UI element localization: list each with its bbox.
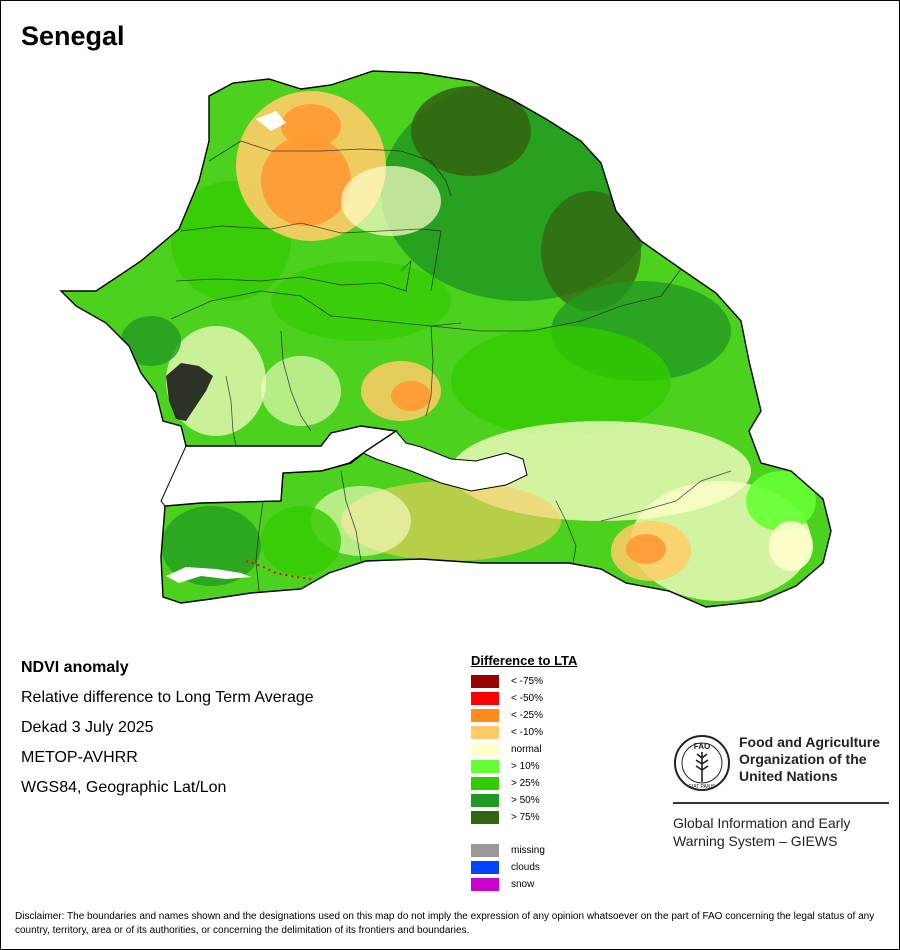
legend-item: < -75% bbox=[471, 674, 577, 691]
legend-swatch bbox=[471, 726, 499, 739]
legend-label: > 25% bbox=[511, 778, 540, 789]
anomaly-zone bbox=[281, 104, 341, 148]
sine-saloum-delta bbox=[166, 363, 213, 421]
org-name-line: Food and Agriculture bbox=[739, 734, 881, 750]
product-projection: WGS84, Geographic Lat/Lon bbox=[21, 779, 227, 796]
legend-label: < -10% bbox=[511, 727, 543, 738]
anomaly-zone bbox=[261, 356, 341, 426]
fao-emblem-icon: FAO FIAT PANIS bbox=[674, 735, 730, 791]
product-sensor: METOP-AVHRR bbox=[21, 749, 138, 766]
legend-item: > 75% bbox=[471, 810, 577, 827]
legend-label: < -25% bbox=[511, 710, 543, 721]
legend-item: > 50% bbox=[471, 793, 577, 810]
legend-item: snow bbox=[471, 877, 577, 894]
legend-label: > 50% bbox=[511, 795, 540, 806]
product-name: NDVI anomaly bbox=[21, 659, 129, 676]
legend-item: < -50% bbox=[471, 691, 577, 708]
anomaly-zone bbox=[451, 326, 671, 436]
emblem-top-text: FAO bbox=[694, 742, 710, 751]
anomaly-zone bbox=[161, 506, 261, 586]
legend-swatch bbox=[471, 760, 499, 773]
anomaly-zone bbox=[769, 521, 813, 571]
legend-label: < -75% bbox=[511, 676, 543, 687]
legend-swatch bbox=[471, 794, 499, 807]
legend-label: missing bbox=[511, 845, 545, 856]
emblem-bottom-text: FIAT PANIS bbox=[689, 784, 716, 790]
legend-swatch bbox=[471, 861, 499, 874]
legend-swatch bbox=[471, 878, 499, 891]
river-mouth bbox=[256, 111, 286, 131]
legend-label: > 75% bbox=[511, 812, 540, 823]
legend-label: snow bbox=[511, 879, 535, 890]
system-name: Global Information and Early Warning Sys… bbox=[673, 814, 893, 850]
ndvi-map bbox=[59, 70, 832, 608]
anomaly-zone bbox=[411, 86, 531, 176]
legend-label: > 10% bbox=[511, 761, 540, 772]
product-description: Relative difference to Long Term Average bbox=[21, 689, 314, 706]
org-name-line: Organization of the bbox=[739, 751, 867, 767]
legend-item: < -10% bbox=[471, 725, 577, 742]
map-info: NDVI anomaly Relative difference to Long… bbox=[21, 657, 314, 807]
country-outline bbox=[59, 70, 832, 608]
map-legend: Difference to LTA < -75% < -50% < -25% < -1… bbox=[471, 653, 577, 894]
anomaly-zone bbox=[261, 506, 341, 576]
legend-swatch bbox=[471, 844, 499, 857]
casamance-river bbox=[166, 567, 251, 583]
legend-item: < -25% bbox=[471, 708, 577, 725]
org-name: Food and Agriculture Organization of the… bbox=[739, 734, 899, 785]
system-name-line: Global Information and Early bbox=[673, 815, 851, 831]
org-name-line: United Nations bbox=[739, 768, 838, 784]
legend-label: normal bbox=[511, 744, 542, 755]
anomaly-zone bbox=[626, 534, 666, 564]
legend-swatch bbox=[471, 777, 499, 790]
legend-label: clouds bbox=[511, 862, 540, 873]
legend-swatch bbox=[471, 675, 499, 688]
anomaly-zone bbox=[271, 261, 451, 341]
anomaly-zone bbox=[341, 166, 441, 236]
admin-boundaries bbox=[170, 140, 732, 592]
legend-item: missing bbox=[471, 843, 577, 860]
disclaimer: Disclaimer: The boundaries and names sho… bbox=[15, 911, 875, 936]
legend-item: clouds bbox=[471, 860, 577, 877]
anomaly-zone bbox=[391, 381, 431, 411]
anomaly-zone bbox=[261, 136, 351, 226]
legend-title: Difference to LTA bbox=[471, 653, 578, 668]
legend-swatch bbox=[471, 811, 499, 824]
anomaly-zone bbox=[541, 191, 641, 311]
legend-swatch bbox=[471, 743, 499, 756]
divider bbox=[673, 802, 889, 804]
legend-item: normal bbox=[471, 742, 577, 759]
map-title: Senegal bbox=[21, 21, 125, 51]
product-period: Dekad 3 July 2025 bbox=[21, 719, 154, 736]
anomaly-zone bbox=[746, 471, 816, 531]
legend-label: < -50% bbox=[511, 693, 543, 704]
system-name-line: Warning System – GIEWS bbox=[673, 833, 838, 849]
legend-swatch bbox=[471, 692, 499, 705]
legend-swatch bbox=[471, 709, 499, 722]
anomaly-zone bbox=[121, 316, 181, 366]
legend-item: > 25% bbox=[471, 776, 577, 793]
legend-item: > 10% bbox=[471, 759, 577, 776]
